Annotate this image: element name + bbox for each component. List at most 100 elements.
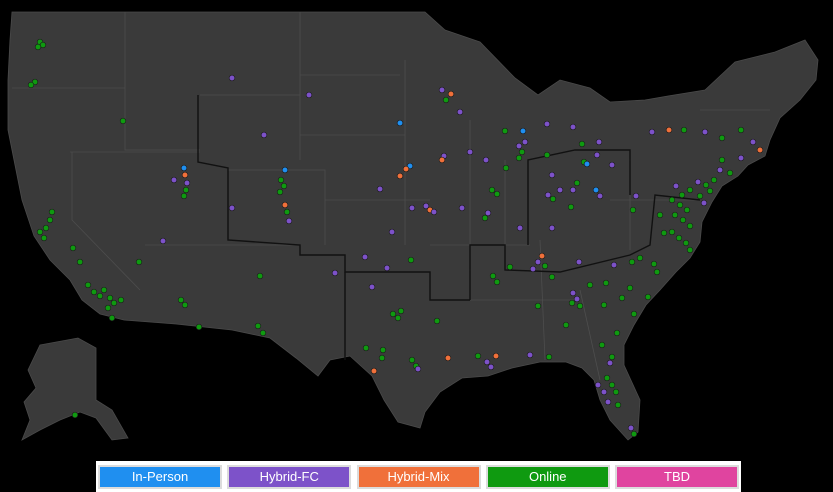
marker-hybrid-fc[interactable] — [575, 258, 583, 266]
marker-online[interactable] — [676, 201, 684, 209]
marker-online[interactable] — [656, 211, 664, 219]
marker-online[interactable] — [108, 314, 116, 322]
marker-hybrid-fc[interactable] — [573, 295, 581, 303]
marker-online[interactable] — [254, 322, 262, 330]
marker-online[interactable] — [737, 126, 745, 134]
legend-hybrid-fc[interactable]: Hybrid-FC — [227, 464, 352, 489]
marker-hybrid-fc[interactable] — [521, 138, 529, 146]
marker-online[interactable] — [686, 246, 694, 254]
marker-online[interactable] — [718, 156, 726, 164]
marker-hybrid-fc[interactable] — [285, 217, 293, 225]
marker-online[interactable] — [603, 374, 611, 382]
marker-online[interactable] — [562, 321, 570, 329]
marker-online[interactable] — [614, 401, 622, 409]
marker-hybrid-fc[interactable] — [694, 178, 702, 186]
marker-hybrid-fc[interactable] — [515, 142, 523, 150]
marker-hybrid-fc[interactable] — [388, 228, 396, 236]
marker-hybrid-fc[interactable] — [529, 265, 537, 273]
marker-online[interactable] — [277, 176, 285, 184]
marker-hybrid-fc[interactable] — [376, 185, 384, 193]
marker-online[interactable] — [518, 148, 526, 156]
marker-online[interactable] — [644, 293, 652, 301]
marker-online[interactable] — [84, 281, 92, 289]
marker-hybrid-fc[interactable] — [543, 120, 551, 128]
marker-online[interactable] — [602, 279, 610, 287]
marker-online[interactable] — [613, 329, 621, 337]
marker-hybrid-mix[interactable] — [756, 146, 764, 154]
marker-online[interactable] — [259, 329, 267, 337]
marker-online[interactable] — [100, 286, 108, 294]
marker-hybrid-fc[interactable] — [516, 224, 524, 232]
marker-hybrid-fc[interactable] — [569, 186, 577, 194]
marker-hybrid-fc[interactable] — [183, 179, 191, 187]
marker-online[interactable] — [545, 353, 553, 361]
marker-hybrid-fc[interactable] — [526, 351, 534, 359]
marker-online[interactable] — [76, 258, 84, 266]
marker-online[interactable] — [40, 234, 48, 242]
marker-in-person[interactable] — [396, 119, 404, 127]
marker-hybrid-mix[interactable] — [281, 201, 289, 209]
marker-hybrid-fc[interactable] — [737, 154, 745, 162]
marker-online[interactable] — [586, 281, 594, 289]
marker-hybrid-fc[interactable] — [466, 148, 474, 156]
marker-online[interactable] — [71, 411, 79, 419]
marker-online[interactable] — [608, 353, 616, 361]
marker-hybrid-fc[interactable] — [749, 138, 757, 146]
marker-hybrid-fc[interactable] — [600, 388, 608, 396]
marker-online[interactable] — [650, 260, 658, 268]
marker-online[interactable] — [474, 352, 482, 360]
marker-hybrid-fc[interactable] — [422, 202, 430, 210]
marker-hybrid-mix[interactable] — [181, 171, 189, 179]
marker-hybrid-mix[interactable] — [402, 165, 410, 173]
marker-online[interactable] — [489, 272, 497, 280]
marker-online[interactable] — [600, 301, 608, 309]
marker-online[interactable] — [680, 126, 688, 134]
marker-online[interactable] — [549, 195, 557, 203]
marker-online[interactable] — [706, 187, 714, 195]
marker-in-person[interactable] — [180, 164, 188, 172]
marker-online[interactable] — [675, 234, 683, 242]
marker-hybrid-mix[interactable] — [447, 90, 455, 98]
marker-hybrid-fc[interactable] — [632, 192, 640, 200]
marker-online[interactable] — [433, 317, 441, 325]
marker-in-person[interactable] — [281, 166, 289, 174]
marker-online[interactable] — [96, 292, 104, 300]
marker-hybrid-fc[interactable] — [305, 91, 313, 99]
marker-hybrid-fc[interactable] — [608, 161, 616, 169]
legend-hybrid-mix[interactable]: Hybrid-Mix — [356, 464, 481, 489]
marker-online[interactable] — [515, 154, 523, 162]
marker-hybrid-fc[interactable] — [408, 204, 416, 212]
marker-hybrid-fc[interactable] — [716, 166, 724, 174]
marker-online[interactable] — [636, 254, 644, 262]
marker-online[interactable] — [534, 302, 542, 310]
marker-hybrid-fc[interactable] — [700, 199, 708, 207]
marker-online[interactable] — [608, 381, 616, 389]
marker-hybrid-mix[interactable] — [438, 156, 446, 164]
marker-in-person[interactable] — [519, 127, 527, 135]
marker-hybrid-fc[interactable] — [383, 264, 391, 272]
marker-online[interactable] — [668, 228, 676, 236]
marker-hybrid-fc[interactable] — [331, 269, 339, 277]
marker-online[interactable] — [678, 191, 686, 199]
marker-online[interactable] — [34, 43, 42, 51]
marker-online[interactable] — [283, 208, 291, 216]
marker-hybrid-fc[interactable] — [458, 204, 466, 212]
marker-online[interactable] — [42, 224, 50, 232]
marker-online[interactable] — [567, 203, 575, 211]
marker-online[interactable] — [629, 206, 637, 214]
marker-online[interactable] — [660, 229, 668, 237]
marker-online[interactable] — [543, 151, 551, 159]
marker-hybrid-fc[interactable] — [548, 171, 556, 179]
marker-hybrid-fc[interactable] — [569, 289, 577, 297]
marker-hybrid-fc[interactable] — [414, 365, 422, 373]
marker-hybrid-fc[interactable] — [627, 424, 635, 432]
marker-online[interactable] — [668, 196, 676, 204]
marker-online[interactable] — [576, 302, 584, 310]
marker-online[interactable] — [177, 296, 185, 304]
marker-hybrid-fc[interactable] — [672, 182, 680, 190]
marker-online[interactable] — [180, 192, 188, 200]
marker-online[interactable] — [493, 278, 501, 286]
marker-hybrid-fc[interactable] — [544, 191, 552, 199]
marker-hybrid-fc[interactable] — [228, 74, 236, 82]
marker-hybrid-fc[interactable] — [594, 381, 602, 389]
